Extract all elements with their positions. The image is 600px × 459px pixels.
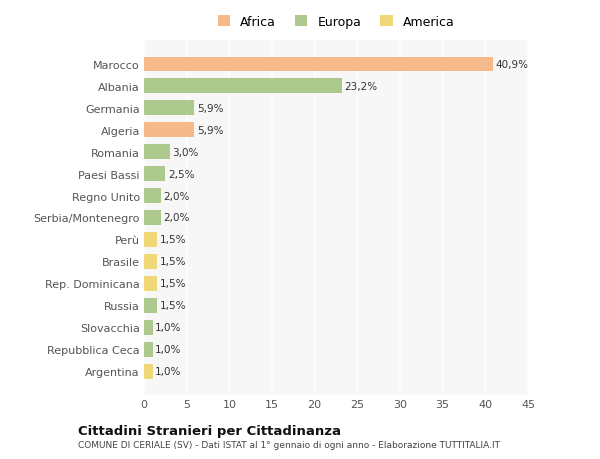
Text: 2,5%: 2,5%	[168, 169, 194, 179]
Bar	[144, 342, 152, 357]
Text: 5,9%: 5,9%	[197, 103, 223, 113]
Text: 1,5%: 1,5%	[160, 257, 186, 267]
Bar	[144, 233, 157, 247]
Text: 1,5%: 1,5%	[160, 279, 186, 289]
Bar	[144, 189, 161, 203]
Text: 1,0%: 1,0%	[155, 323, 181, 333]
Bar	[144, 299, 157, 313]
Text: 23,2%: 23,2%	[344, 81, 377, 91]
Text: 2,0%: 2,0%	[164, 191, 190, 201]
Bar	[144, 101, 194, 116]
Bar	[144, 320, 152, 335]
Bar	[144, 211, 161, 225]
Bar	[144, 79, 342, 94]
Text: 5,9%: 5,9%	[197, 125, 223, 135]
Text: 2,0%: 2,0%	[164, 213, 190, 223]
Text: 1,5%: 1,5%	[160, 235, 186, 245]
Bar	[144, 145, 170, 159]
Bar	[144, 167, 166, 181]
Bar	[144, 255, 157, 269]
Text: 1,0%: 1,0%	[155, 345, 181, 355]
Text: 1,0%: 1,0%	[155, 367, 181, 376]
Bar	[144, 57, 493, 72]
Text: Cittadini Stranieri per Cittadinanza: Cittadini Stranieri per Cittadinanza	[78, 424, 341, 437]
Bar	[144, 364, 152, 379]
Text: 3,0%: 3,0%	[172, 147, 199, 157]
Bar	[144, 123, 194, 137]
Bar	[144, 277, 157, 291]
Text: 40,9%: 40,9%	[496, 60, 529, 69]
Legend: Africa, Europa, America: Africa, Europa, America	[214, 12, 458, 33]
Text: COMUNE DI CERIALE (SV) - Dati ISTAT al 1° gennaio di ogni anno - Elaborazione TU: COMUNE DI CERIALE (SV) - Dati ISTAT al 1…	[78, 441, 500, 449]
Text: 1,5%: 1,5%	[160, 301, 186, 311]
